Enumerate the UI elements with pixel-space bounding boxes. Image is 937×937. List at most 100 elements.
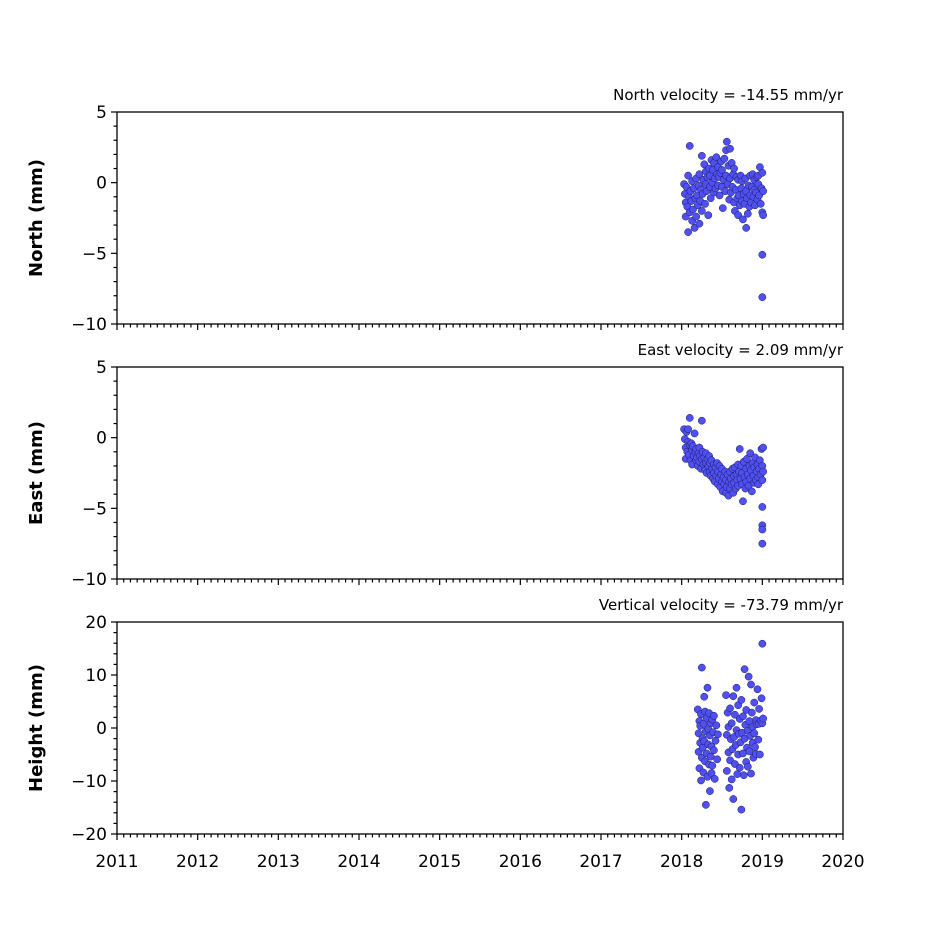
y-tick-label: −5 — [82, 499, 107, 519]
data-point — [722, 691, 730, 699]
data-point — [739, 712, 747, 721]
data-point — [684, 425, 692, 434]
data-point — [732, 683, 741, 692]
data-point — [710, 746, 718, 755]
data-point — [735, 445, 744, 453]
data-point — [685, 414, 694, 422]
data-point — [734, 211, 742, 220]
data-point — [731, 710, 739, 719]
x-tick-label: 2019 — [741, 852, 784, 872]
data-point — [743, 209, 752, 218]
data-point — [685, 142, 694, 150]
north-panel: North velocity = -14.55 mm/yr 5 0 −5 −10 No… — [26, 86, 844, 335]
height-points — [693, 639, 767, 814]
vertical-velocity-annotation: Vertical velocity = -73.79 mm/yr — [599, 596, 844, 614]
data-point — [714, 730, 722, 739]
data-point — [706, 752, 715, 761]
east-points — [680, 414, 767, 548]
data-point — [751, 743, 759, 751]
data-point — [754, 735, 763, 744]
data-point — [756, 200, 765, 208]
data-point — [759, 467, 767, 476]
data-point — [735, 763, 744, 772]
data-point — [689, 205, 697, 214]
data-point — [726, 144, 734, 153]
data-point — [715, 191, 724, 200]
x-tick-label: 2018 — [660, 852, 703, 872]
data-point — [706, 787, 714, 795]
data-point — [742, 224, 751, 232]
data-point — [743, 762, 752, 771]
data-point — [697, 776, 705, 785]
height-y-ticks: 20 10 0 −10 −20 — [71, 613, 117, 845]
data-point — [750, 729, 759, 738]
y-tick-label: −20 — [71, 825, 107, 845]
data-point — [747, 708, 756, 717]
data-point — [757, 694, 766, 703]
data-point — [684, 228, 692, 236]
data-point — [722, 767, 731, 775]
data-point — [703, 683, 712, 692]
data-point — [758, 168, 767, 177]
east-plot-area — [116, 366, 844, 580]
north-x-ticks — [116, 324, 844, 330]
data-point — [737, 805, 746, 814]
east-panel: East velocity = 2.09 mm/yr 5 0 −5 −10 East … — [26, 341, 844, 590]
north-points — [680, 137, 767, 301]
data-point — [758, 293, 767, 301]
data-point — [707, 769, 716, 777]
data-point — [759, 443, 767, 452]
east-y-ticks: 5 0 −5 −10 — [71, 358, 117, 590]
data-point — [758, 539, 767, 548]
height-panel: Vertical velocity = -73.79 mm/yr 20 10 0 −1… — [26, 596, 844, 845]
data-point — [710, 711, 718, 720]
data-point — [720, 154, 729, 163]
east-velocity-annotation: East velocity = 2.09 mm/yr — [638, 341, 844, 359]
data-point — [700, 692, 709, 701]
data-point — [729, 795, 738, 803]
data-point — [718, 166, 726, 174]
data-point — [701, 200, 709, 208]
data-point — [758, 639, 767, 648]
data-point — [747, 769, 755, 778]
data-point — [737, 696, 746, 704]
data-point — [692, 212, 701, 221]
data-point — [697, 416, 706, 425]
data-point — [697, 663, 706, 672]
y-tick-label: 20 — [85, 613, 107, 633]
data-point — [753, 685, 762, 694]
data-point — [710, 775, 719, 783]
x-tick-label: 2013 — [257, 852, 300, 872]
data-point — [744, 672, 753, 681]
data-point — [759, 714, 767, 723]
data-point — [704, 211, 713, 220]
x-tick-label: 2020 — [821, 852, 864, 872]
data-point — [684, 171, 692, 180]
y-tick-label: 10 — [85, 666, 107, 686]
x-tick-label: 2011 — [95, 852, 138, 872]
height-plot-area — [116, 621, 844, 835]
north-plot-area — [116, 111, 844, 325]
y-tick-label: 0 — [96, 429, 107, 449]
data-point — [722, 137, 731, 146]
x-tick-label: 2014 — [337, 852, 380, 872]
data-point — [758, 503, 767, 511]
data-point — [746, 449, 755, 458]
y-tick-label: −10 — [71, 772, 107, 792]
data-point — [758, 525, 767, 534]
data-point — [702, 801, 710, 809]
x-tick-label: 2015 — [418, 852, 461, 872]
data-point — [745, 747, 754, 756]
data-point — [739, 497, 747, 506]
x-tick-label: 2012 — [176, 852, 219, 872]
y-tick-label: 0 — [96, 719, 107, 739]
y-tick-label: −10 — [71, 315, 107, 335]
x-tick-label: 2017 — [579, 852, 622, 872]
data-point — [759, 211, 767, 220]
north-y-ticks: 5 0 −5 −10 — [71, 103, 117, 335]
north-velocity-annotation: North velocity = -14.55 mm/yr — [613, 86, 844, 104]
data-point — [708, 761, 717, 770]
data-point — [747, 487, 756, 496]
data-point — [712, 153, 721, 162]
height-x-ticks — [116, 834, 844, 840]
